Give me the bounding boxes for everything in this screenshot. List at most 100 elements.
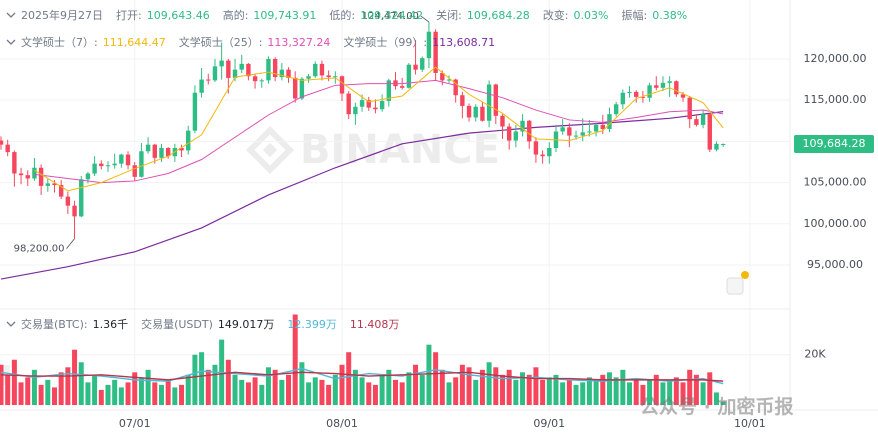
volume-bar (45, 379, 51, 405)
volume-bar (299, 362, 305, 405)
candle-body (547, 147, 552, 157)
y-tick-label: 20K (804, 348, 826, 361)
volume-bar (419, 374, 425, 405)
candle-body (473, 106, 478, 118)
annotation-leader (66, 238, 75, 249)
candle-body (433, 31, 438, 73)
candle-body (453, 79, 458, 96)
volume-bar (366, 382, 372, 405)
candle-body (707, 114, 712, 150)
volume-label: 交易量(BTC): (21, 318, 88, 331)
collapse-icon[interactable] (6, 319, 16, 329)
volume-bar (459, 364, 465, 405)
candle-body (139, 151, 144, 177)
volume-bar (700, 382, 706, 405)
volume-bar (312, 377, 318, 405)
volume-bar (5, 374, 11, 405)
volume-bar (399, 382, 405, 405)
volume-bar (533, 367, 539, 405)
volume-bar (352, 369, 358, 405)
candle-body (426, 31, 432, 59)
volume-bar (633, 379, 639, 405)
volume-bar (279, 379, 285, 405)
volume-bar (693, 374, 699, 405)
volume-bar (593, 379, 599, 405)
candle-body (720, 143, 726, 145)
volume-bar (51, 387, 57, 405)
candle-body (246, 63, 251, 77)
candle-body (18, 173, 24, 176)
candle-body (252, 76, 258, 82)
candle-body (272, 58, 278, 78)
candle-body (520, 120, 525, 132)
volume-bar (306, 382, 312, 405)
volume-bar (165, 379, 171, 405)
candle-body (259, 80, 264, 82)
volume-bar (433, 352, 439, 405)
field-value: 0.03% (573, 8, 609, 22)
candle-body (353, 106, 358, 115)
volume-bar (673, 377, 679, 405)
volume-bar (413, 364, 419, 405)
line-series (0, 371, 724, 382)
line-series (34, 79, 724, 184)
candle-body (112, 163, 117, 166)
volume-bar (158, 384, 164, 405)
volume-bar (540, 379, 546, 405)
candle-body (105, 165, 111, 167)
candle-body (333, 76, 338, 78)
field-value: 0.38% (652, 8, 688, 22)
collapse-icon[interactable] (6, 10, 16, 20)
volume-bar (600, 374, 606, 405)
ma-label: 文学硕士（25）: (178, 36, 263, 49)
candle-body (446, 79, 452, 81)
volume-bar (85, 382, 91, 405)
tool-button[interactable] (726, 277, 744, 295)
ma-value: 111,644.47 (102, 35, 166, 49)
candle-body (533, 141, 539, 155)
x-tick-label: 08/01 (326, 417, 358, 430)
collapse-icon[interactable] (6, 37, 16, 47)
candle-body (580, 132, 585, 136)
volume-bar (627, 382, 633, 405)
candle-body (500, 115, 505, 127)
candle-body (513, 131, 519, 141)
candle-body (567, 127, 572, 136)
candle-body (125, 154, 131, 166)
candle-body (714, 143, 719, 150)
y-tick-label: 100,000.00 (804, 217, 867, 230)
volume-bar (239, 379, 245, 405)
candle-body (99, 163, 104, 167)
field-value: 109,743.91 (253, 8, 317, 22)
candle-body (45, 183, 51, 186)
candle-body (239, 63, 244, 70)
watermark-logo (245, 125, 295, 175)
candle-body (366, 100, 371, 108)
volume-bar (92, 374, 98, 405)
volume-bar (439, 369, 445, 405)
volume-bar (319, 379, 325, 405)
volume-bar (286, 374, 292, 405)
volume-bar (0, 364, 4, 405)
candle-body (587, 131, 592, 133)
candle-body (159, 147, 164, 158)
volume-legend: 交易量(BTC): 1.36千 交易量(USDT) 149.017万 12.399万 11… (6, 316, 407, 332)
candle-body (79, 179, 84, 217)
line-series (34, 66, 724, 192)
volume-bar (653, 374, 659, 405)
volume-bar (339, 364, 345, 405)
volume-bar (105, 384, 111, 405)
volume-bar (212, 364, 218, 405)
candle-body (506, 126, 512, 141)
candle-body (460, 95, 465, 106)
candle-body (279, 69, 285, 78)
volume-bar (259, 384, 265, 405)
volume-bar (118, 387, 124, 405)
candle-body (92, 163, 97, 174)
volume-bar (179, 384, 185, 405)
volume-bar (520, 372, 526, 405)
candle-body (620, 92, 626, 105)
volume-bar (326, 384, 332, 405)
volume-bar (125, 382, 131, 405)
